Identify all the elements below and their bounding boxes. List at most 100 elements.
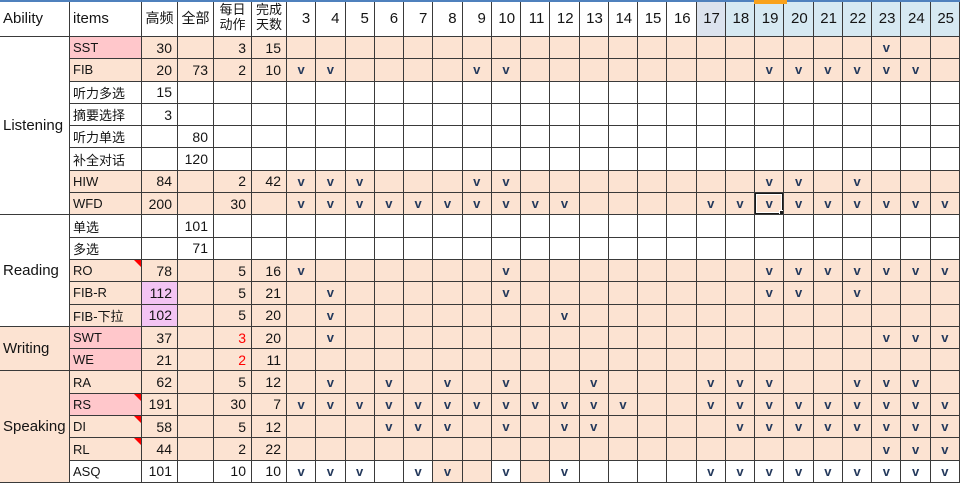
cell-RO-day-11[interactable] — [521, 259, 551, 283]
item-cell-FIB[interactable]: FIB — [70, 59, 142, 82]
cell-FIB-R-day-16[interactable] — [667, 282, 697, 305]
cell-RS-day-18[interactable]: v — [725, 393, 756, 417]
cell-SST-day-13[interactable] — [579, 37, 609, 60]
cell-单选-day-3[interactable] — [287, 215, 317, 238]
cell-SWT-day-18[interactable] — [725, 326, 756, 350]
day-header-8[interactable]: 8 — [433, 0, 463, 37]
cell-DI-day-22[interactable]: v — [842, 416, 873, 439]
cell-FIB-下拉-day-5[interactable] — [345, 304, 375, 327]
cell-RA-day-25[interactable] — [930, 371, 960, 394]
cell-多选-day-13[interactable] — [579, 237, 609, 260]
cell-多选-day-25[interactable] — [930, 237, 960, 260]
cell-听力多选-total[interactable] — [178, 81, 214, 104]
cell-多选-day-10[interactable] — [491, 237, 522, 260]
cell-FIB-R-day-3[interactable] — [287, 282, 317, 305]
item-cell-听力单选[interactable]: 听力单选 — [70, 126, 142, 149]
cell-听力单选-day-8[interactable] — [433, 126, 463, 149]
cell-WFD-day-15[interactable] — [638, 193, 668, 216]
item-cell-RS[interactable]: RS — [70, 393, 142, 417]
cell-DI-day-20[interactable]: v — [784, 416, 814, 439]
cell-SST-day-20[interactable] — [784, 37, 814, 60]
cell-补全对话-day-20[interactable] — [784, 148, 814, 171]
cell-WE-day-9[interactable] — [462, 349, 492, 372]
header-days-done[interactable]: 完成 天数 — [252, 0, 287, 37]
cell-WE-day-12[interactable] — [550, 349, 580, 372]
cell-WFD-day-14[interactable] — [608, 193, 639, 216]
day-header-12[interactable]: 12 — [550, 0, 580, 37]
cell-HIW-day-20[interactable]: v — [784, 170, 814, 194]
cell-DI-day-11[interactable] — [521, 416, 551, 439]
day-header-25[interactable]: 25 — [930, 0, 960, 37]
cell-RS-daily-action[interactable]: 30 — [214, 393, 252, 417]
cell-补全对话-day-11[interactable] — [521, 148, 551, 171]
cell-RA-day-12[interactable] — [550, 371, 580, 394]
cell-单选-day-11[interactable] — [521, 215, 551, 238]
cell-摘要选择-day-14[interactable] — [608, 103, 639, 127]
item-cell-WFD[interactable]: WFD — [70, 193, 142, 216]
cell-补全对话-days-done[interactable] — [252, 148, 287, 171]
cell-多选-day-6[interactable] — [374, 237, 405, 260]
cell-FIB-day-4[interactable]: v — [316, 59, 346, 82]
cell-RL-day-23[interactable]: v — [872, 438, 902, 461]
cell-SST-day-24[interactable] — [901, 37, 931, 60]
day-header-20[interactable]: 20 — [784, 0, 814, 37]
cell-FIB-R-day-14[interactable] — [608, 282, 639, 305]
cell-摘要选择-day-5[interactable] — [345, 103, 375, 127]
cell-听力单选-high-freq[interactable] — [142, 126, 178, 149]
cell-听力多选-day-12[interactable] — [550, 81, 580, 104]
cell-WFD-total[interactable] — [178, 193, 214, 216]
cell-FIB-R-day-21[interactable] — [813, 282, 843, 305]
cell-听力单选-day-23[interactable] — [872, 126, 902, 149]
cell-SST-days-done[interactable]: 15 — [252, 37, 287, 60]
cell-WE-day-21[interactable] — [813, 349, 843, 372]
cell-SWT-day-10[interactable] — [491, 326, 522, 350]
cell-ASQ-day-15[interactable] — [638, 460, 668, 483]
cell-FIB-R-day-7[interactable] — [404, 282, 434, 305]
cell-ASQ-day-17[interactable]: v — [696, 460, 726, 483]
cell-听力多选-day-6[interactable] — [374, 81, 405, 104]
cell-听力多选-day-15[interactable] — [638, 81, 668, 104]
cell-FIB-day-8[interactable] — [433, 59, 463, 82]
cell-听力多选-day-17[interactable] — [696, 81, 726, 104]
cell-FIB-R-day-8[interactable] — [433, 282, 463, 305]
cell-FIB-day-22[interactable]: v — [842, 59, 873, 82]
cell-补全对话-day-18[interactable] — [725, 148, 756, 171]
cell-FIB-下拉-days-done[interactable]: 20 — [252, 304, 287, 327]
cell-补全对话-day-21[interactable] — [813, 148, 843, 171]
cell-RS-day-12[interactable]: v — [550, 393, 580, 417]
cell-SWT-day-20[interactable] — [784, 326, 814, 350]
cell-RA-day-15[interactable] — [638, 371, 668, 394]
ability-cell-writing[interactable]: Writing — [0, 326, 70, 372]
cell-DI-day-19[interactable]: v — [755, 416, 785, 439]
cell-WFD-day-20[interactable]: v — [784, 193, 814, 216]
cell-摘要选择-day-3[interactable] — [287, 103, 317, 127]
cell-DI-day-17[interactable] — [696, 416, 726, 439]
cell-HIW-day-23[interactable] — [872, 170, 902, 194]
item-cell-HIW[interactable]: HIW — [70, 170, 142, 194]
cell-WFD-day-16[interactable] — [667, 193, 697, 216]
cell-WFD-day-6[interactable]: v — [374, 193, 405, 216]
cell-RA-day-3[interactable] — [287, 371, 317, 394]
cell-HIW-day-6[interactable] — [374, 170, 405, 194]
cell-FIB-R-day-23[interactable] — [872, 282, 902, 305]
cell-WFD-day-19[interactable]: v — [755, 193, 785, 216]
cell-SWT-day-8[interactable] — [433, 326, 463, 350]
cell-RS-day-25[interactable]: v — [930, 393, 960, 417]
cell-听力单选-day-7[interactable] — [404, 126, 434, 149]
cell-WFD-day-22[interactable]: v — [842, 193, 873, 216]
cell-RS-day-6[interactable]: v — [374, 393, 405, 417]
cell-FIB-total[interactable]: 73 — [178, 59, 214, 82]
header-total[interactable]: 全部 — [178, 0, 214, 37]
item-cell-RO[interactable]: RO — [70, 259, 142, 283]
cell-SWT-high-freq[interactable]: 37 — [142, 326, 178, 350]
cell-单选-day-25[interactable] — [930, 215, 960, 238]
day-header-21[interactable]: 21 — [813, 0, 843, 37]
cell-单选-days-done[interactable] — [252, 215, 287, 238]
item-cell-SWT[interactable]: SWT — [70, 326, 142, 350]
cell-听力单选-day-4[interactable] — [316, 126, 346, 149]
cell-听力单选-day-9[interactable] — [462, 126, 492, 149]
cell-WFD-day-3[interactable]: v — [287, 193, 317, 216]
cell-FIB-R-days-done[interactable]: 21 — [252, 282, 287, 305]
cell-RO-day-3[interactable]: v — [287, 259, 317, 283]
cell-HIW-day-8[interactable] — [433, 170, 463, 194]
